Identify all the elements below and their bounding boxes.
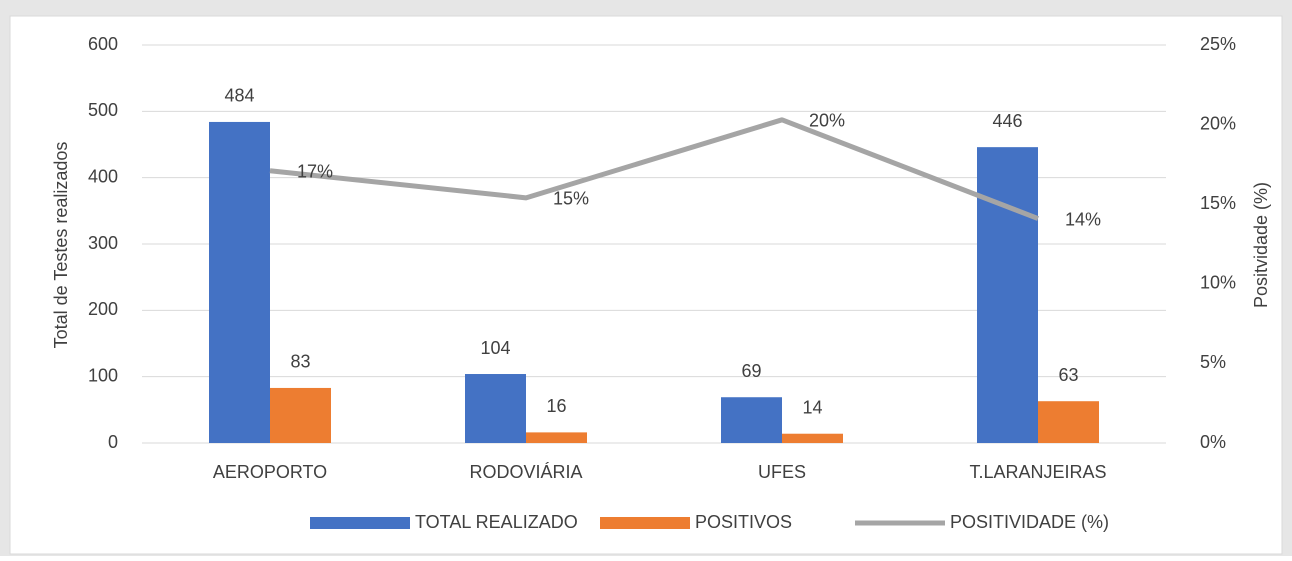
y2-tick-label: 5% bbox=[1200, 352, 1226, 372]
y2-tick-label: 15% bbox=[1200, 193, 1236, 213]
y-axis-title: Total de Testes realizados bbox=[51, 142, 71, 349]
y-tick-label: 200 bbox=[88, 299, 118, 319]
bar-value-label: 484 bbox=[224, 86, 254, 106]
line-value-label: 17% bbox=[297, 162, 333, 182]
bar bbox=[1038, 401, 1099, 443]
bar-value-label: 63 bbox=[1058, 365, 1078, 385]
legend-label: TOTAL REALIZADO bbox=[415, 512, 578, 532]
legend-swatch bbox=[310, 517, 410, 529]
bar bbox=[526, 432, 587, 443]
legend-label: POSITIVIDADE (%) bbox=[950, 512, 1109, 532]
bar-value-label: 69 bbox=[741, 361, 761, 381]
bar bbox=[465, 374, 526, 443]
y2-tick-label: 0% bbox=[1200, 432, 1226, 452]
line-value-label: 14% bbox=[1065, 209, 1101, 229]
bar-value-label: 104 bbox=[480, 338, 510, 358]
bar bbox=[782, 433, 843, 443]
bar-value-label: 446 bbox=[992, 111, 1022, 131]
y-tick-label: 400 bbox=[88, 166, 118, 186]
legend-swatch bbox=[600, 517, 690, 529]
y-tick-label: 100 bbox=[88, 365, 118, 385]
bar-value-label: 16 bbox=[546, 396, 566, 416]
y2-tick-label: 10% bbox=[1200, 273, 1236, 293]
x-tick-label: UFES bbox=[758, 462, 806, 482]
y2-axis-title: Positvidade (%) bbox=[1251, 182, 1271, 308]
bar bbox=[721, 397, 782, 443]
line-value-label: 15% bbox=[553, 189, 589, 209]
y-tick-label: 300 bbox=[88, 233, 118, 253]
x-tick-label: AEROPORTO bbox=[213, 462, 327, 482]
y-tick-label: 600 bbox=[88, 34, 118, 54]
bar bbox=[209, 121, 270, 444]
y-tick-label: 500 bbox=[88, 100, 118, 120]
line-value-label: 20% bbox=[809, 111, 845, 131]
legend-label: POSITIVOS bbox=[695, 512, 792, 532]
y2-tick-label: 25% bbox=[1200, 34, 1236, 54]
y-tick-label: 0 bbox=[108, 432, 118, 452]
bar-value-label: 14 bbox=[802, 397, 822, 417]
bar bbox=[977, 147, 1038, 444]
line-series bbox=[269, 117, 1039, 221]
bar bbox=[270, 387, 331, 443]
y2-tick-label: 20% bbox=[1200, 113, 1236, 133]
bar-value-label: 83 bbox=[290, 352, 310, 372]
x-tick-label: RODOVIÁRIA bbox=[469, 462, 582, 482]
x-tick-label: T.LARANJEIRAS bbox=[969, 462, 1106, 482]
